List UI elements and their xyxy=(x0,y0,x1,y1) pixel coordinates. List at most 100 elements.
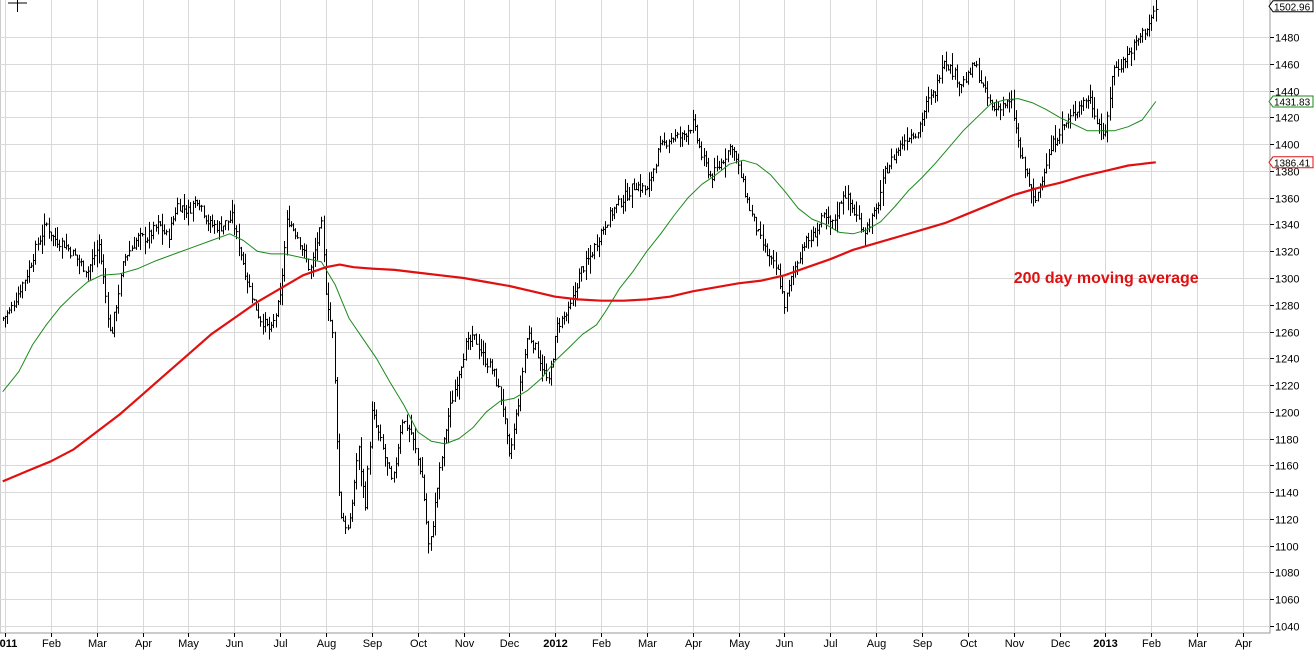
y-tick-label: 1220 xyxy=(1275,381,1299,393)
moving-average-lines xyxy=(2,98,1157,483)
price-bar xyxy=(1156,0,1159,22)
y-tick: 1240 xyxy=(1270,354,1299,366)
y-tick-label: 1120 xyxy=(1275,515,1299,527)
last-value-tag-label: 1386.41 xyxy=(1274,158,1311,169)
x-tick: Feb xyxy=(42,633,61,650)
x-tick: Feb xyxy=(592,633,611,650)
x-tick: Nov xyxy=(1005,633,1025,650)
x-tick-label: Dec xyxy=(1051,638,1071,650)
x-tick: Sep xyxy=(363,633,383,650)
y-tick: 1400 xyxy=(1270,140,1299,152)
y-tick-label: 1100 xyxy=(1275,542,1299,554)
y-tick-label: 1280 xyxy=(1275,301,1299,313)
price-bar xyxy=(404,420,407,424)
price-bar xyxy=(140,227,143,250)
last-value-tags: 1502.96 1431.83 1386.41 xyxy=(1268,0,1314,169)
price-bar xyxy=(891,148,894,170)
price-bar xyxy=(808,232,811,249)
price-bar xyxy=(832,219,835,229)
x-tick-label: 2012 xyxy=(543,638,567,650)
price-bar xyxy=(345,515,348,535)
price-bar xyxy=(773,249,776,269)
price-bar xyxy=(35,240,38,265)
price-bar xyxy=(928,86,931,113)
x-tick-label: Apr xyxy=(1235,638,1252,650)
price-bar xyxy=(607,224,610,228)
price-bar xyxy=(498,378,501,388)
price-bar xyxy=(952,53,955,80)
y-tick-label: 1480 xyxy=(1275,33,1299,45)
y-tick-label: 1260 xyxy=(1275,328,1299,340)
y-tick: 1220 xyxy=(1270,381,1299,393)
price-bar xyxy=(821,212,824,228)
price-bar xyxy=(380,424,383,442)
price-bar xyxy=(118,284,121,314)
x-tick-label: Apr xyxy=(685,638,702,650)
y-tick-label: 1060 xyxy=(1275,595,1299,607)
price-bar xyxy=(688,124,691,145)
price-bar xyxy=(308,258,311,271)
x-tick: 2013 xyxy=(1093,633,1118,650)
price-bar xyxy=(463,353,466,368)
price-bar xyxy=(439,462,442,500)
y-tick-label: 1340 xyxy=(1275,220,1299,232)
price-bar xyxy=(487,358,490,374)
price-bar xyxy=(83,260,86,273)
x-tick: May xyxy=(178,633,199,650)
x-tick: Apr xyxy=(685,633,702,650)
crosshair-cursor-icon xyxy=(8,0,27,12)
price-bar xyxy=(1022,147,1025,160)
price-bar xyxy=(367,465,370,510)
x-tick: Oct xyxy=(960,633,977,650)
y-tick: 1060 xyxy=(1270,595,1299,607)
price-bar xyxy=(880,179,883,211)
price-bar xyxy=(249,274,252,288)
price-bar xyxy=(1059,128,1062,144)
price-bar xyxy=(738,153,741,175)
price-bar xyxy=(273,313,276,329)
price-bar xyxy=(570,299,573,310)
price-bar xyxy=(1114,65,1117,86)
price-bar xyxy=(756,216,759,236)
price-bar xyxy=(297,231,300,239)
price-bar xyxy=(1094,97,1097,120)
price-bar xyxy=(1000,103,1003,121)
x-tick: Aug xyxy=(867,633,886,650)
last-value-tag-label: 1431.83 xyxy=(1274,97,1311,108)
price-bar xyxy=(461,366,464,379)
y-tick-label: 1200 xyxy=(1275,408,1299,420)
x-tick: 2012 xyxy=(543,633,568,650)
plot-frame xyxy=(0,0,1271,634)
price-bar xyxy=(319,227,322,247)
y-tick: 1080 xyxy=(1270,568,1299,580)
price-bar xyxy=(605,221,608,236)
x-tick: Jun xyxy=(776,633,793,650)
y-tick: 1200 xyxy=(1270,408,1299,420)
x-tick-label: Feb xyxy=(592,638,611,650)
x-tick-label: Mar xyxy=(638,638,657,650)
price-bar xyxy=(642,183,645,193)
x-tick-label: Sep xyxy=(363,638,383,650)
price-bar xyxy=(321,216,324,229)
price-bar xyxy=(476,333,479,345)
x-tick: Oct xyxy=(410,633,427,650)
price-bar xyxy=(105,268,108,304)
price-bar xyxy=(760,221,763,239)
price-bar xyxy=(1142,27,1145,43)
x-tick-label: Jun xyxy=(226,638,244,650)
y-tick: 1280 xyxy=(1270,301,1299,313)
price-bar xyxy=(511,438,514,459)
price-bar xyxy=(46,222,49,227)
y-tick: 1300 xyxy=(1270,274,1299,286)
price-bar xyxy=(1035,189,1038,204)
price-bar xyxy=(339,433,342,497)
y-tick: 1180 xyxy=(1270,435,1299,447)
price-bar xyxy=(987,81,990,106)
x-tick-label: Jul xyxy=(273,638,287,650)
x-tick: Sep xyxy=(913,633,932,650)
x-tick: Dec xyxy=(500,633,520,650)
price-bar xyxy=(1131,47,1134,67)
price-bar xyxy=(701,141,704,161)
